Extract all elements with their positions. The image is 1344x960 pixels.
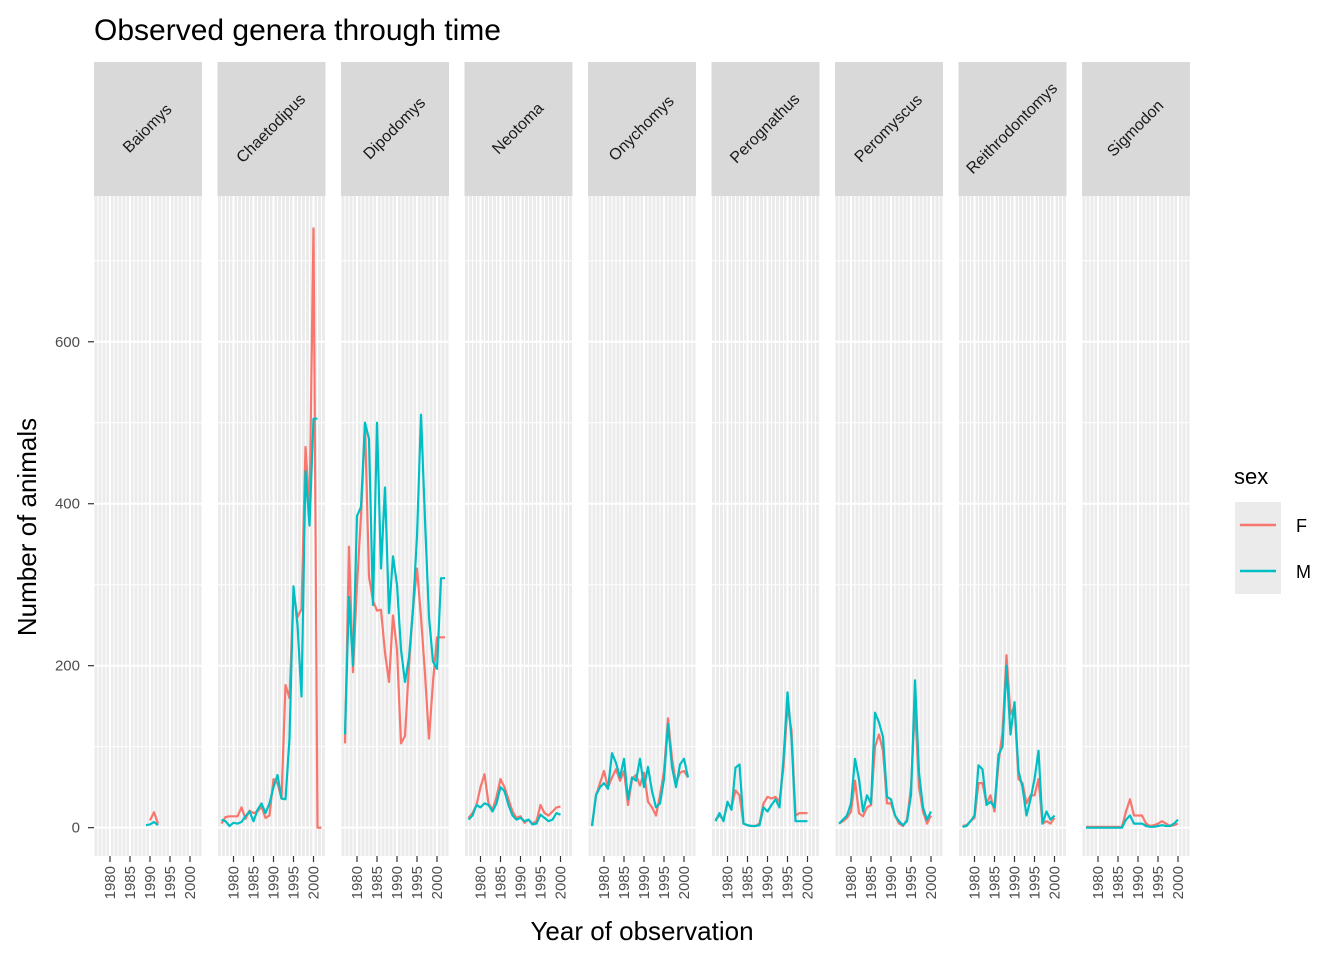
x-tick-label: 1985 bbox=[122, 866, 139, 899]
x-tick-label: 2000 bbox=[182, 866, 199, 899]
panel-background bbox=[94, 196, 202, 856]
x-tick-label: 1995 bbox=[656, 866, 673, 899]
x-tick-label: 2000 bbox=[800, 866, 817, 899]
x-tick-label: 1990 bbox=[142, 866, 159, 899]
panel-background bbox=[835, 196, 943, 856]
facet-strip bbox=[217, 62, 326, 196]
x-tick-label: 1990 bbox=[389, 866, 406, 899]
legend-label: F bbox=[1296, 516, 1307, 536]
x-tick-label: 1995 bbox=[409, 866, 426, 899]
x-tick-label: 1995 bbox=[286, 866, 303, 899]
series-line-m bbox=[467, 786, 561, 826]
panel-background bbox=[588, 196, 696, 856]
x-tick-label: 1990 bbox=[636, 866, 653, 899]
facet-strip bbox=[464, 62, 573, 196]
series-line-m bbox=[145, 820, 159, 827]
x-tick-label: 2000 bbox=[923, 866, 940, 899]
y-tick-label: 200 bbox=[55, 658, 80, 675]
x-tick-label: 1980 bbox=[1090, 866, 1107, 899]
x-tick-label: 1980 bbox=[102, 866, 119, 899]
x-tick-label: 1980 bbox=[967, 866, 984, 899]
series-line-m bbox=[962, 664, 1056, 828]
x-tick-label: 1990 bbox=[266, 866, 283, 899]
x-tick-label: 1995 bbox=[1027, 866, 1044, 899]
x-tick-label: 2000 bbox=[429, 866, 446, 899]
panel-background bbox=[217, 196, 326, 856]
panel-background bbox=[341, 196, 449, 856]
legend: sex FM bbox=[1234, 464, 1311, 594]
facet-strip bbox=[341, 62, 449, 196]
panel-background bbox=[1082, 196, 1190, 856]
x-tick-label: 1990 bbox=[513, 866, 530, 899]
x-tick-label: 1995 bbox=[162, 866, 179, 899]
y-axis: 0 200 400 600 bbox=[55, 334, 94, 837]
series-line-f bbox=[149, 811, 160, 824]
panel-background bbox=[711, 196, 820, 856]
x-tick-label: 1990 bbox=[1130, 866, 1147, 899]
series-line-m bbox=[714, 691, 808, 828]
x-axis-title: Year of observation bbox=[530, 916, 753, 946]
facet-strip bbox=[1082, 62, 1190, 196]
x-tick-label: 1980 bbox=[349, 866, 366, 899]
x-tick-label: 1990 bbox=[760, 866, 777, 899]
facet-strip bbox=[94, 62, 202, 196]
x-tick-label: 1985 bbox=[987, 866, 1004, 899]
x-tick-label: 1985 bbox=[616, 866, 633, 899]
x-tick-label: 1980 bbox=[226, 866, 243, 899]
x-tick-label: 1995 bbox=[533, 866, 550, 899]
x-tick-label: 1985 bbox=[1110, 866, 1127, 899]
y-tick-label: 600 bbox=[55, 334, 80, 351]
series-line-m bbox=[838, 679, 932, 827]
x-tick-label: 1985 bbox=[369, 866, 386, 899]
panel-background bbox=[464, 196, 573, 856]
x-tick-label: 1995 bbox=[903, 866, 920, 899]
series-line-f bbox=[467, 773, 561, 825]
x-tick-label: 1980 bbox=[596, 866, 613, 899]
x-tick-label: 1990 bbox=[883, 866, 900, 899]
facet-strip bbox=[835, 62, 943, 196]
legend-label: M bbox=[1296, 562, 1311, 582]
x-tick-label: 1995 bbox=[1150, 866, 1167, 899]
x-tick-label: 2000 bbox=[306, 866, 323, 899]
chart-title: Observed genera through time bbox=[94, 14, 501, 47]
x-tick-label: 1985 bbox=[740, 866, 757, 899]
x-tick-label: 1980 bbox=[720, 866, 737, 899]
x-tick-label: 2000 bbox=[1047, 866, 1064, 899]
x-tick-label: 2000 bbox=[676, 866, 693, 899]
y-tick-label: 0 bbox=[72, 820, 80, 837]
series-line-m bbox=[1086, 814, 1179, 829]
y-tick-label: 400 bbox=[55, 496, 80, 513]
series-line-m bbox=[221, 417, 318, 828]
series-line-m bbox=[343, 413, 445, 735]
series-line-m bbox=[590, 722, 690, 827]
facet-strip bbox=[711, 62, 820, 196]
x-tick-label: 2000 bbox=[553, 866, 570, 899]
facet-strip bbox=[958, 62, 1067, 196]
x-tick-label: 1990 bbox=[1007, 866, 1024, 899]
x-tick-label: 1985 bbox=[246, 866, 263, 899]
x-tick-label: 1980 bbox=[843, 866, 860, 899]
legend-entries: FM bbox=[1240, 516, 1311, 582]
x-tick-label: 1985 bbox=[863, 866, 880, 899]
x-tick-label: 1995 bbox=[780, 866, 797, 899]
panel-background bbox=[958, 196, 1067, 856]
y-axis-title: Number of animals bbox=[12, 418, 42, 636]
legend-key-background bbox=[1235, 502, 1281, 594]
legend-title: sex bbox=[1234, 464, 1268, 489]
x-tick-label: 2000 bbox=[1170, 866, 1187, 899]
facet-strip bbox=[588, 62, 696, 196]
x-tick-label: 1980 bbox=[473, 866, 490, 899]
x-tick-label: 1985 bbox=[493, 866, 510, 899]
